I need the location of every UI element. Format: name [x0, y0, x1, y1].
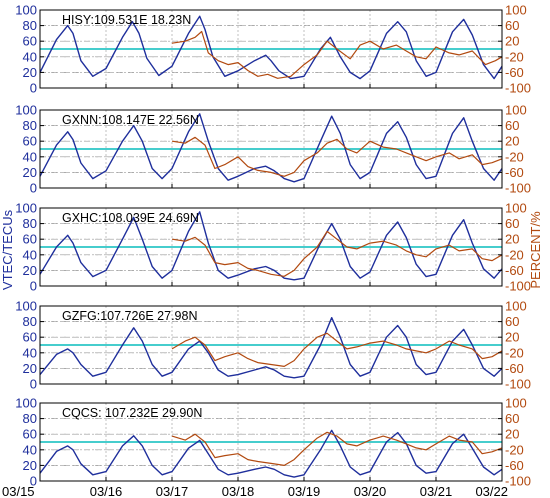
- left-tick-label: 40: [23, 49, 37, 64]
- x-tick-label: 03/19: [288, 484, 321, 498]
- station-title: GZFG:107.726E 27.98N: [62, 309, 198, 323]
- right-tick-label: -20: [505, 149, 524, 164]
- right-tick-label: 60: [505, 18, 519, 33]
- left-tick-label: 100: [15, 201, 37, 216]
- right-tick-label: -60: [505, 263, 524, 278]
- right-tick-label: -100: [505, 81, 531, 96]
- left-tick-label: 40: [23, 442, 37, 457]
- plot-frame: [39, 402, 503, 482]
- left-tick-label: 60: [23, 34, 37, 49]
- right-tick-label: 100: [505, 299, 527, 314]
- left-tick-label: 100: [15, 3, 37, 18]
- left-tick-label: 100: [15, 396, 37, 411]
- right-tick-label: -100: [505, 377, 531, 392]
- left-tick-label: 20: [23, 458, 37, 473]
- left-tick-label: 0: [30, 474, 37, 489]
- right-tick-label: -60: [505, 165, 524, 180]
- vtec-line: [39, 317, 503, 379]
- right-tick-label: -60: [505, 361, 524, 376]
- left-tick-label: 80: [23, 314, 37, 329]
- right-tick-label: 60: [505, 216, 519, 231]
- left-tick-label: 20: [23, 65, 37, 80]
- plot-frame: [39, 305, 503, 385]
- left-tick-label: 40: [23, 345, 37, 360]
- left-tick-label: 80: [23, 118, 37, 133]
- percent-line: [171, 431, 503, 466]
- left-tick-label: 80: [23, 411, 37, 426]
- x-tick-label: 03/18: [222, 484, 255, 498]
- left-tick-label: 80: [23, 18, 37, 33]
- plot-frame: [39, 109, 503, 189]
- right-tick-label: 100: [505, 396, 527, 411]
- left-axis-label: VTEC/TECUs: [0, 209, 15, 290]
- left-tick-label: 0: [30, 81, 37, 96]
- vtec-line: [39, 211, 503, 281]
- right-tick-label: -100: [505, 474, 531, 489]
- right-tick-label: -100: [505, 181, 531, 196]
- left-tick-label: 40: [23, 149, 37, 164]
- x-tick-label: 03/17: [156, 484, 189, 498]
- right-tick-label: 20: [505, 427, 519, 442]
- percent-line: [171, 332, 503, 367]
- right-tick-label: -20: [505, 247, 524, 262]
- right-tick-label: 20: [505, 330, 519, 345]
- station-title: CQCS: 107.232E 29.90N: [62, 406, 202, 420]
- right-tick-label: 100: [505, 201, 527, 216]
- vtec-line: [39, 429, 503, 478]
- right-tick-label: -20: [505, 442, 524, 457]
- right-tick-label: -100: [505, 279, 531, 294]
- plot-frame: [39, 207, 503, 287]
- x-tick-label: 03/21: [420, 484, 453, 498]
- station-title: GXHC:108.039E 24.69N: [62, 211, 199, 225]
- left-tick-label: 60: [23, 427, 37, 442]
- left-tick-label: 80: [23, 216, 37, 231]
- x-tick-label: 03/16: [90, 484, 123, 498]
- panel-4: 020406080100-100-60-202060100GZFG:107.72…: [15, 299, 531, 392]
- right-tick-label: -60: [505, 65, 524, 80]
- station-title: HISY:109.531E 18.23N: [62, 13, 191, 27]
- panels-group: 020406080100-100-60-202060100HISY:109.53…: [2, 3, 531, 498]
- left-tick-label: 40: [23, 247, 37, 262]
- right-tick-label: 20: [505, 34, 519, 49]
- left-tick-label: 60: [23, 134, 37, 149]
- left-tick-label: 100: [15, 299, 37, 314]
- station-title: GXNN:108.147E 22.56N: [62, 113, 199, 127]
- left-tick-label: 0: [30, 181, 37, 196]
- percent-line: [171, 30, 503, 79]
- right-tick-label: 60: [505, 314, 519, 329]
- left-tick-label: 0: [30, 279, 37, 294]
- x-tick-label: 03/15: [2, 484, 35, 498]
- left-tick-label: 20: [23, 263, 37, 278]
- panel-2: 020406080100-100-60-202060100GXNN:108.14…: [15, 103, 531, 196]
- left-tick-label: 60: [23, 232, 37, 247]
- x-tick-label: 03/22: [475, 484, 508, 498]
- left-tick-label: 20: [23, 361, 37, 376]
- right-tick-label: -20: [505, 345, 524, 360]
- left-tick-label: 0: [30, 377, 37, 392]
- right-tick-label: 20: [505, 232, 519, 247]
- left-tick-label: 60: [23, 330, 37, 345]
- right-tick-label: 20: [505, 134, 519, 149]
- right-tick-label: -20: [505, 49, 524, 64]
- left-tick-label: 100: [15, 103, 37, 118]
- right-tick-label: 100: [505, 3, 527, 18]
- vtec-line: [39, 113, 503, 183]
- plot-frame: [39, 9, 503, 89]
- percent-line: [171, 230, 503, 277]
- right-tick-label: 100: [505, 103, 527, 118]
- right-tick-label: 60: [505, 411, 519, 426]
- vtec-line: [39, 15, 503, 80]
- left-tick-label: 20: [23, 165, 37, 180]
- x-tick-label: 03/20: [354, 484, 387, 498]
- percent-line: [171, 136, 503, 177]
- right-axis-label: PERCENT/%: [528, 211, 543, 289]
- right-tick-label: 60: [505, 118, 519, 133]
- panel-1: 020406080100-100-60-202060100HISY:109.53…: [15, 3, 531, 96]
- right-tick-label: -60: [505, 458, 524, 473]
- panel-3: 020406080100-100-60-202060100GXHC:108.03…: [15, 201, 531, 294]
